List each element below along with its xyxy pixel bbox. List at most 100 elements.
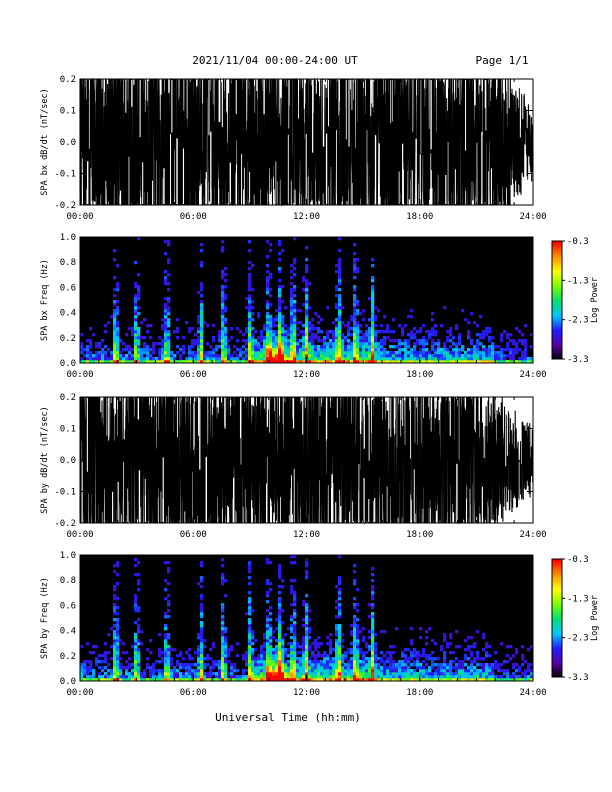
bx-spectrogram-cell [248, 288, 252, 292]
by-spectrogram-cell [266, 669, 270, 673]
bx-spectrogram-cell [89, 357, 93, 361]
by-spectrogram-cell [281, 642, 285, 646]
bx-spectrogram-cell [305, 264, 309, 268]
bx-spectrogram-cell [266, 327, 270, 331]
bx-spectrogram-cell [221, 276, 225, 280]
bx-spectrogram-cell [335, 336, 339, 340]
bx-spectrogram-cell [401, 357, 405, 361]
bx-spectrogram-cell [269, 348, 273, 352]
by-spectrogram-cell [278, 648, 282, 652]
by-spectrogram-cell [350, 633, 354, 637]
by-spectrogram-cell [206, 672, 210, 676]
bx-spectrogram-cell [266, 321, 270, 325]
by-spectrogram-cell [485, 651, 489, 655]
by-spectrogram-cell [446, 645, 450, 649]
by-spectrogram-cell [140, 675, 144, 679]
by-spectrogram-cell [134, 639, 138, 643]
bx-spectrogram-colorbar-band [552, 319, 562, 323]
bx-spectrogram-cell [164, 354, 168, 358]
by-spectrogram-cell [221, 645, 225, 649]
by-spectrogram-cell [308, 645, 312, 649]
bx-spectrogram-cell [80, 357, 84, 361]
bx-spectrogram-cell [116, 306, 120, 310]
by-spectrogram-cell [446, 675, 450, 679]
by-spectrogram-colorbar-band [552, 631, 562, 635]
by-spectrogram-cell [263, 678, 267, 682]
by-spectrogram-cell [350, 642, 354, 646]
by-spectrogram-cell [179, 663, 183, 667]
by-spectrogram-cell [266, 600, 270, 604]
bx-spectrogram-cell [206, 351, 210, 355]
by-spectrogram-cell [89, 678, 93, 682]
bx-spectrogram-cell [338, 345, 342, 349]
by-spectrogram-cell [398, 678, 402, 682]
bx-spectrogram-cell [374, 345, 378, 349]
by-spectrogram-cell [320, 666, 324, 670]
by-spectrogram-colorbar-band [552, 586, 562, 589]
by-spectrogram-cell [416, 675, 420, 679]
by-spectrogram-cell [371, 588, 375, 592]
by-spectrogram-cell [200, 639, 204, 643]
by-spectrogram-cell [344, 672, 348, 676]
bx-spectrogram-cell [278, 291, 282, 295]
by-spectrogram-cell [254, 663, 258, 667]
bx-spectrogram-cell [188, 354, 192, 358]
bx-spectrogram-cell [119, 357, 123, 361]
by-spectrogram-cell [257, 660, 261, 664]
by-spectrogram-cell [269, 627, 273, 631]
bx-spectrogram-colorbar-band [552, 345, 562, 348]
by-spectrogram-cell [353, 627, 357, 631]
bx-spectrogram-cell [290, 351, 294, 355]
bx-spectrogram-cell [248, 306, 252, 310]
bx-spectrogram-cell [317, 315, 321, 319]
bx-spectrogram-cell [248, 330, 252, 334]
by-spectrogram-cell [284, 669, 288, 673]
by-spectrogram-cell [524, 678, 528, 682]
by-spectrogram-cell [359, 678, 363, 682]
bx-spectrogram-cell [458, 336, 462, 340]
bx-spectrogram-cell [335, 294, 339, 298]
bx-spectrogram-cell [458, 354, 462, 358]
by-spectrogram-cell [335, 600, 339, 604]
bx-spectrogram-cell [365, 339, 369, 343]
by-spectrogram-cell [104, 675, 108, 679]
by-spectrogram-cell [278, 642, 282, 646]
bx-spectrogram-cell [341, 348, 345, 352]
bx-spectrogram-cell [356, 321, 360, 325]
bx-spectrogram-cell [452, 360, 456, 364]
by-spectrogram-colorbar-band [552, 568, 562, 572]
by-spectrogram-cell [224, 645, 228, 649]
by-spectrogram-cell [344, 651, 348, 655]
by-spectrogram-colorbar-band [552, 594, 562, 597]
by-spectrogram-cell [296, 675, 300, 679]
bx-spectrogram-cell [293, 300, 297, 304]
bx-spectrogram-cell [302, 348, 306, 352]
by-spectrogram-cell [80, 645, 84, 649]
by-spectrogram-cell [269, 582, 273, 586]
bx-spectrogram-cell [302, 330, 306, 334]
by-spectrogram-cell [149, 639, 153, 643]
by-spectrogram-cell [305, 612, 309, 616]
bx-spectrogram-cell [149, 336, 153, 340]
bx-spectrogram-cell [380, 348, 384, 352]
bx-spectrogram-cell [239, 348, 243, 352]
by-spectrogram-cell [449, 651, 453, 655]
bx-spectrogram-cell [281, 333, 285, 337]
bx-spectrogram-cell [296, 339, 300, 343]
bx-spectrogram-cell [443, 348, 447, 352]
bx-spectrogram-cell [497, 354, 501, 358]
by-spectrogram-cell [401, 666, 405, 670]
by-spectrogram-cell [371, 666, 375, 670]
bx-spectrogram-cell [518, 357, 522, 361]
bx-spectrogram-cell [191, 357, 195, 361]
bx-spectrogram-cell [299, 330, 303, 334]
bx-spectrogram-cell [224, 273, 228, 277]
by-spectrogram-cell [140, 630, 144, 634]
bx-spectrogram-cell [515, 360, 519, 364]
by-spectrogram-cell [113, 624, 117, 628]
bx-spectrogram-cell [317, 345, 321, 349]
by-spectrogram-cell [416, 666, 420, 670]
bx-spectrogram-cell [359, 342, 363, 346]
by-spectrogram-cell [95, 660, 99, 664]
bx-spectrogram-cell [167, 321, 171, 325]
